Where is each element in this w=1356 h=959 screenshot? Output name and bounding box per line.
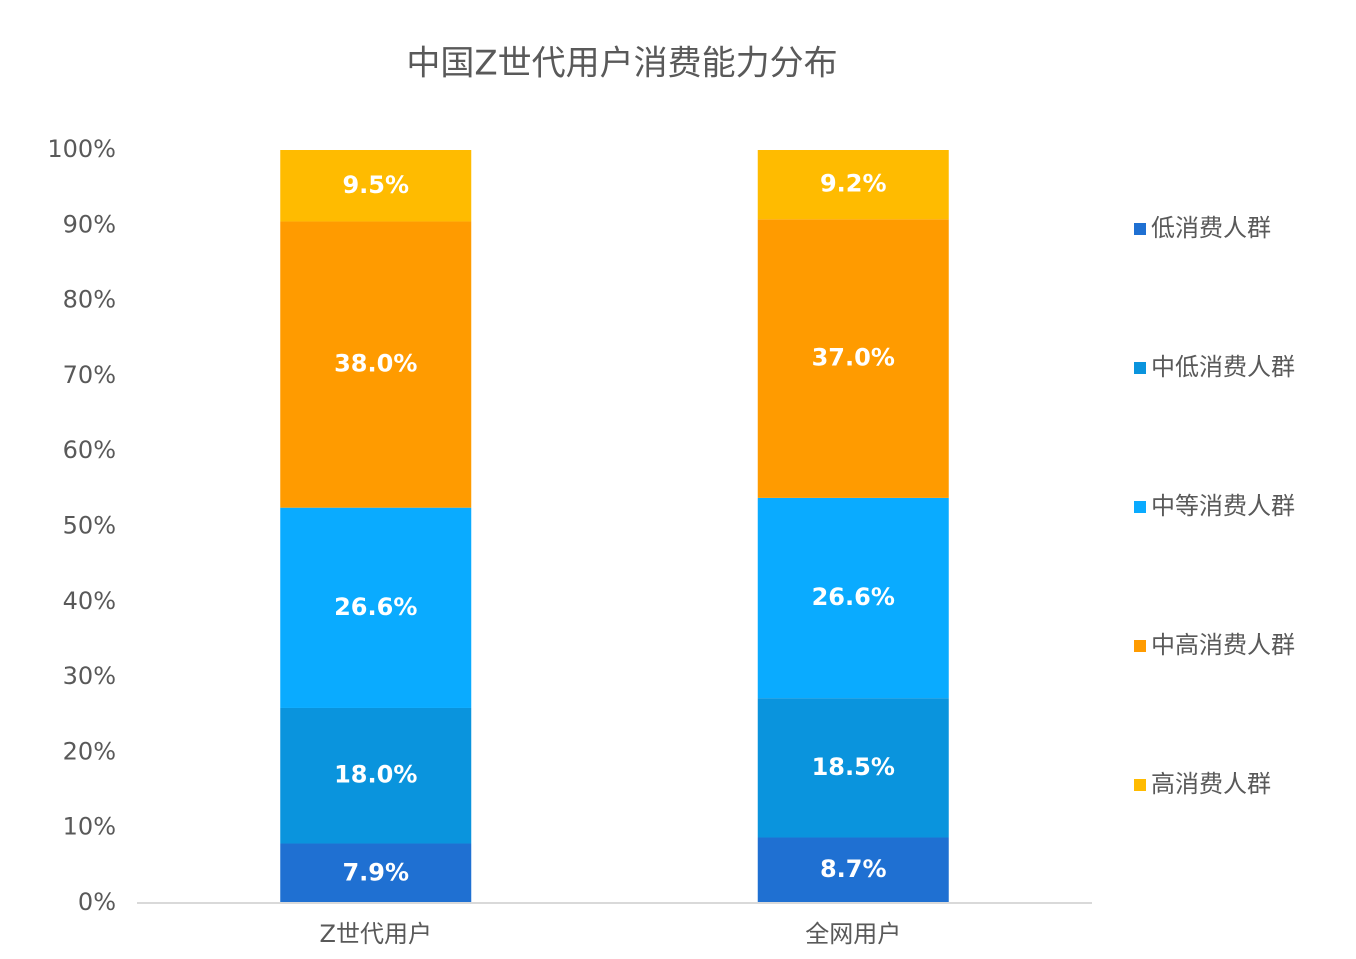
bar-segment (757, 150, 949, 220)
value-label: 38.0% (334, 350, 417, 378)
value-label: 26.6% (334, 593, 417, 621)
legend-label: 高消费人群 (1151, 770, 1271, 798)
bar-segment (280, 221, 472, 508)
legend-swatch (1134, 779, 1146, 791)
value-label: 9.2% (820, 170, 887, 198)
legend-label: 中高消费人群 (1151, 631, 1295, 659)
value-label: 18.0% (334, 761, 417, 789)
y-tick-label: 100% (47, 135, 116, 163)
y-tick-label: 60% (63, 436, 116, 464)
y-tick-label: 0% (78, 888, 116, 916)
y-tick-label: 30% (63, 662, 116, 690)
legend-swatch (1134, 362, 1146, 374)
value-label: 9.5% (342, 171, 409, 199)
bar-segment (757, 698, 949, 838)
y-tick-label: 20% (63, 737, 116, 765)
legend-swatch (1134, 640, 1146, 652)
value-label: 7.9% (342, 858, 409, 886)
bar-segment (280, 843, 472, 903)
bar-segment (757, 219, 949, 498)
value-label: 26.6% (812, 583, 895, 611)
y-tick-label: 50% (63, 512, 116, 540)
bar-segment (280, 507, 472, 708)
legend-swatch (1134, 223, 1146, 235)
y-tick-label: 90% (63, 210, 116, 238)
legend-label: 中等消费人群 (1151, 492, 1295, 520)
legend-label: 中低消费人群 (1151, 353, 1295, 381)
chart-title: 中国Z世代用户消费能力分布 (406, 44, 837, 84)
legend-swatch (1134, 501, 1146, 513)
x-tick-label: Z世代用户 (320, 920, 432, 948)
y-tick-label: 40% (63, 587, 116, 615)
bar-segment (757, 497, 949, 699)
value-label: 37.0% (812, 344, 895, 372)
bar-segment (280, 150, 472, 222)
bar-segment (757, 837, 949, 903)
x-tick-label: 全网用户 (805, 920, 901, 948)
y-tick-label: 70% (63, 361, 116, 389)
bar-segment (280, 707, 472, 844)
value-label: 18.5% (812, 753, 895, 781)
value-label: 8.7% (820, 855, 887, 883)
y-tick-label: 80% (63, 286, 116, 314)
y-tick-label: 10% (63, 813, 116, 841)
legend-label: 低消费人群 (1151, 214, 1271, 242)
